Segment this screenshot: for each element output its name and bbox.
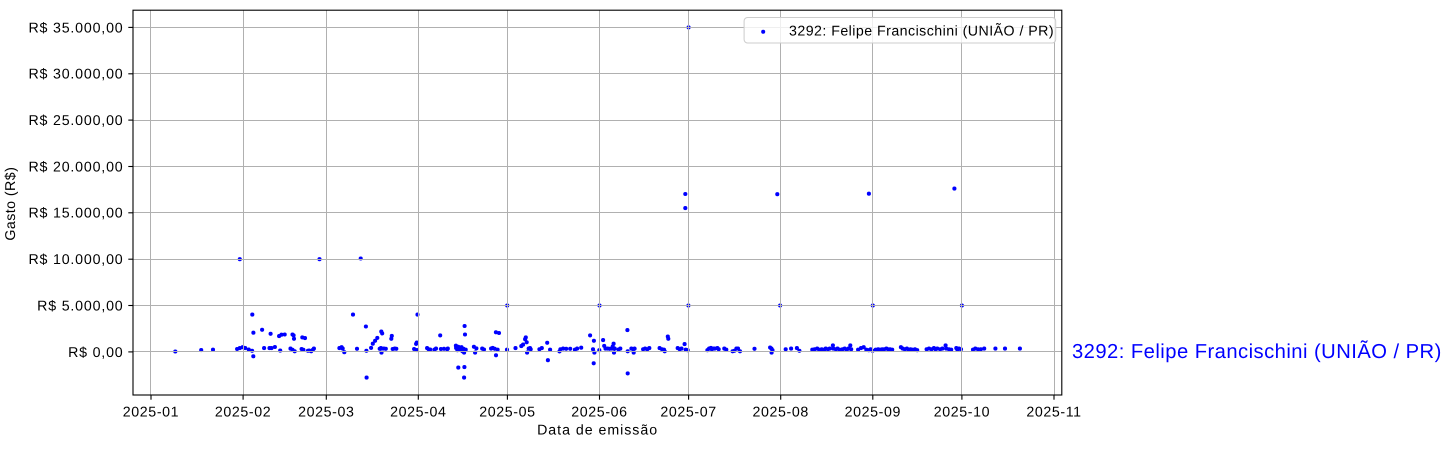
svg-text:R$ 0,00: R$ 0,00 [68, 345, 123, 361]
svg-text:2025-04: 2025-04 [390, 404, 446, 420]
svg-text:R$ 35.000,00: R$ 35.000,00 [28, 20, 123, 36]
svg-text:2025-03: 2025-03 [298, 404, 354, 420]
svg-text:R$ 5.000,00: R$ 5.000,00 [37, 298, 123, 314]
svg-text:R$ 20.000,00: R$ 20.000,00 [28, 159, 123, 175]
svg-text:R$ 25.000,00: R$ 25.000,00 [28, 113, 123, 129]
svg-text:2025-09: 2025-09 [845, 404, 901, 420]
svg-text:2025-06: 2025-06 [571, 404, 627, 420]
svg-text:3292: Felipe Francischini (UNI: 3292: Felipe Francischini (UNIÃO / PR) [789, 22, 1054, 39]
svg-text:2025-08: 2025-08 [752, 404, 808, 420]
svg-text:R$ 10.000,00: R$ 10.000,00 [28, 252, 123, 268]
svg-text:2025-05: 2025-05 [479, 404, 535, 420]
svg-text:2025-10: 2025-10 [934, 404, 990, 420]
svg-text:2025-01: 2025-01 [123, 404, 179, 420]
svg-text:Data de emissão: Data de emissão [537, 422, 658, 438]
svg-text:R$ 30.000,00: R$ 30.000,00 [28, 67, 123, 83]
svg-text:R$ 15.000,00: R$ 15.000,00 [28, 206, 123, 222]
svg-text:2025-11: 2025-11 [1026, 404, 1081, 420]
svg-text:2025-02: 2025-02 [215, 404, 271, 420]
svg-text:Gasto (R$): Gasto (R$) [3, 167, 19, 241]
svg-text:3292: Felipe Francischini (UNI: 3292: Felipe Francischini (UNIÃO / PR) [1072, 340, 1442, 363]
svg-text:2025-07: 2025-07 [660, 404, 716, 420]
